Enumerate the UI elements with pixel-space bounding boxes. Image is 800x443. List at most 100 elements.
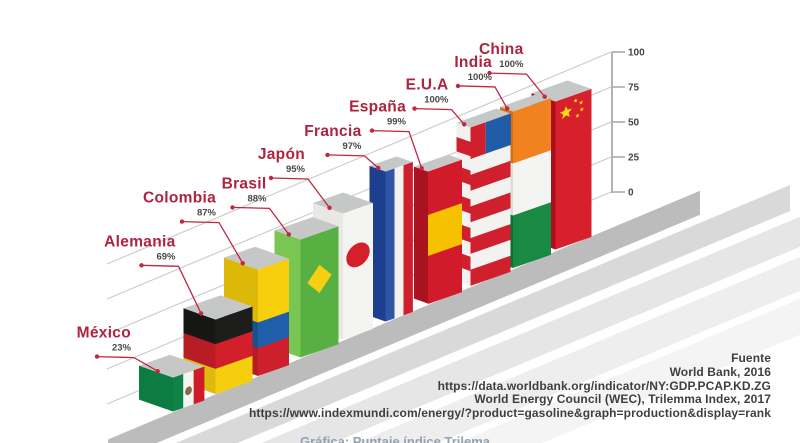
country-pct-label: 99% [387,117,407,128]
country-label: China [479,41,524,58]
connector-dot-label-end [139,263,144,268]
label-connector-line [270,177,331,209]
connector-dot-bar-end [240,260,245,266]
country-pct-label: 100% [424,95,449,106]
connector-dot-bar-end [327,205,332,210]
connector-dot-bar-end [542,94,547,99]
bar-top-cap [414,154,462,172]
country-label: Francia [304,123,361,140]
connector-dot-bar-end [376,165,381,171]
axis-tick-label: 0 [628,188,634,199]
axis-tick-label: 100 [628,48,645,59]
floor-shadow-band [261,216,800,443]
country-label: Colombia [143,190,216,207]
floor-shadow-band [356,256,800,443]
country-bar-México [139,354,205,412]
country-label: Alemania [104,233,175,250]
bar-top-cap [500,93,551,112]
connector-dot-label-end [455,83,461,89]
country-pct-label: 97% [342,141,362,152]
label-connector-line [457,85,508,109]
country-pct-label: 100% [468,72,493,83]
label-connector-line [371,129,423,169]
label-connector-line [489,72,546,98]
axis-tick-label: 25 [628,153,640,164]
country-pct-label: 69% [156,251,176,262]
connector-dot-label-end [268,175,274,181]
bar-side-face [414,166,428,304]
source-line-worldbank: World Bank, 2016 [669,364,771,379]
connector-dot-bar-end [462,122,467,127]
country-label: India [454,54,492,71]
axis-tick-label: 50 [628,118,640,129]
connector-dot-bar-end [155,368,160,374]
country-label: Japón [258,146,305,163]
source-line-url-worldbank: https://data.worldbank.org/indicator/NY:… [437,378,771,393]
connector-dot-bar-end [286,232,291,237]
bar-top-cap [139,354,204,378]
country-pct-label: 23% [112,343,132,354]
grid-line [106,51,612,265]
country-pct-label: 88% [247,193,267,204]
connector-dot-label-end [369,128,375,133]
country-bar-España [414,154,462,305]
connector-dot-label-end [325,152,330,158]
connector-dot-label-end [487,70,492,76]
bottom-caption-cutoff: Gráfica: Puntaje índice Trilema [300,434,491,443]
bar-front-face-flag [173,366,205,412]
floor-shadow-band [175,185,790,443]
bar-top-cap [456,108,511,128]
country-label: E.U.A [406,77,449,94]
country-label: Brasil [222,175,267,192]
country-label: México [77,325,131,342]
bar-side-face [139,365,173,412]
country-pct-label: 87% [197,208,217,219]
connector-dot-bar-end [504,106,510,111]
connector-dot-bar-end [419,166,424,171]
country-bar-E.U.A [456,108,511,286]
bar-front-face-flag [300,226,339,358]
floor-shadow-band [456,298,800,443]
connector-dot-label-end [230,205,235,210]
country-bar-Francia [369,156,413,322]
label-connector-line [181,220,244,264]
connector-dot-label-end [94,354,100,359]
label-connector-line [327,154,379,169]
bar-front-face-flag [258,258,289,377]
connector-dot-label-end [412,106,417,111]
label-connector-line [141,264,202,314]
floor-shadow-band [108,190,700,443]
bar-front-face-flag [555,88,592,250]
bar-front-face-flag [385,161,413,322]
country-pct-label: 95% [286,164,306,175]
source-line-fuente: Fuente [731,351,771,365]
source-line-wec: World Energy Council (WEC), Trilemma Ind… [474,392,771,407]
axis-tick-label: 75 [628,83,640,94]
source-line-url-indexmundi: https://www.indexmundi.com/energy/?produ… [248,406,771,421]
country-label: España [349,99,406,116]
source-block: Fuente World Bank, 2016 https://data.wor… [211,351,771,421]
bar-side-face [369,165,386,322]
label-connector-line [232,206,290,235]
country-pct-label: 100% [499,59,524,70]
bar-front-face-flag [428,159,462,305]
label-connector-line [96,355,159,372]
connector-dot-label-end [179,219,185,224]
bar-front-face-flag [215,306,253,394]
bar-front-face-flag [343,202,373,340]
label-connector-line [414,107,465,125]
bar-top-cap [224,246,289,270]
bar-front-face-flag [470,113,511,286]
